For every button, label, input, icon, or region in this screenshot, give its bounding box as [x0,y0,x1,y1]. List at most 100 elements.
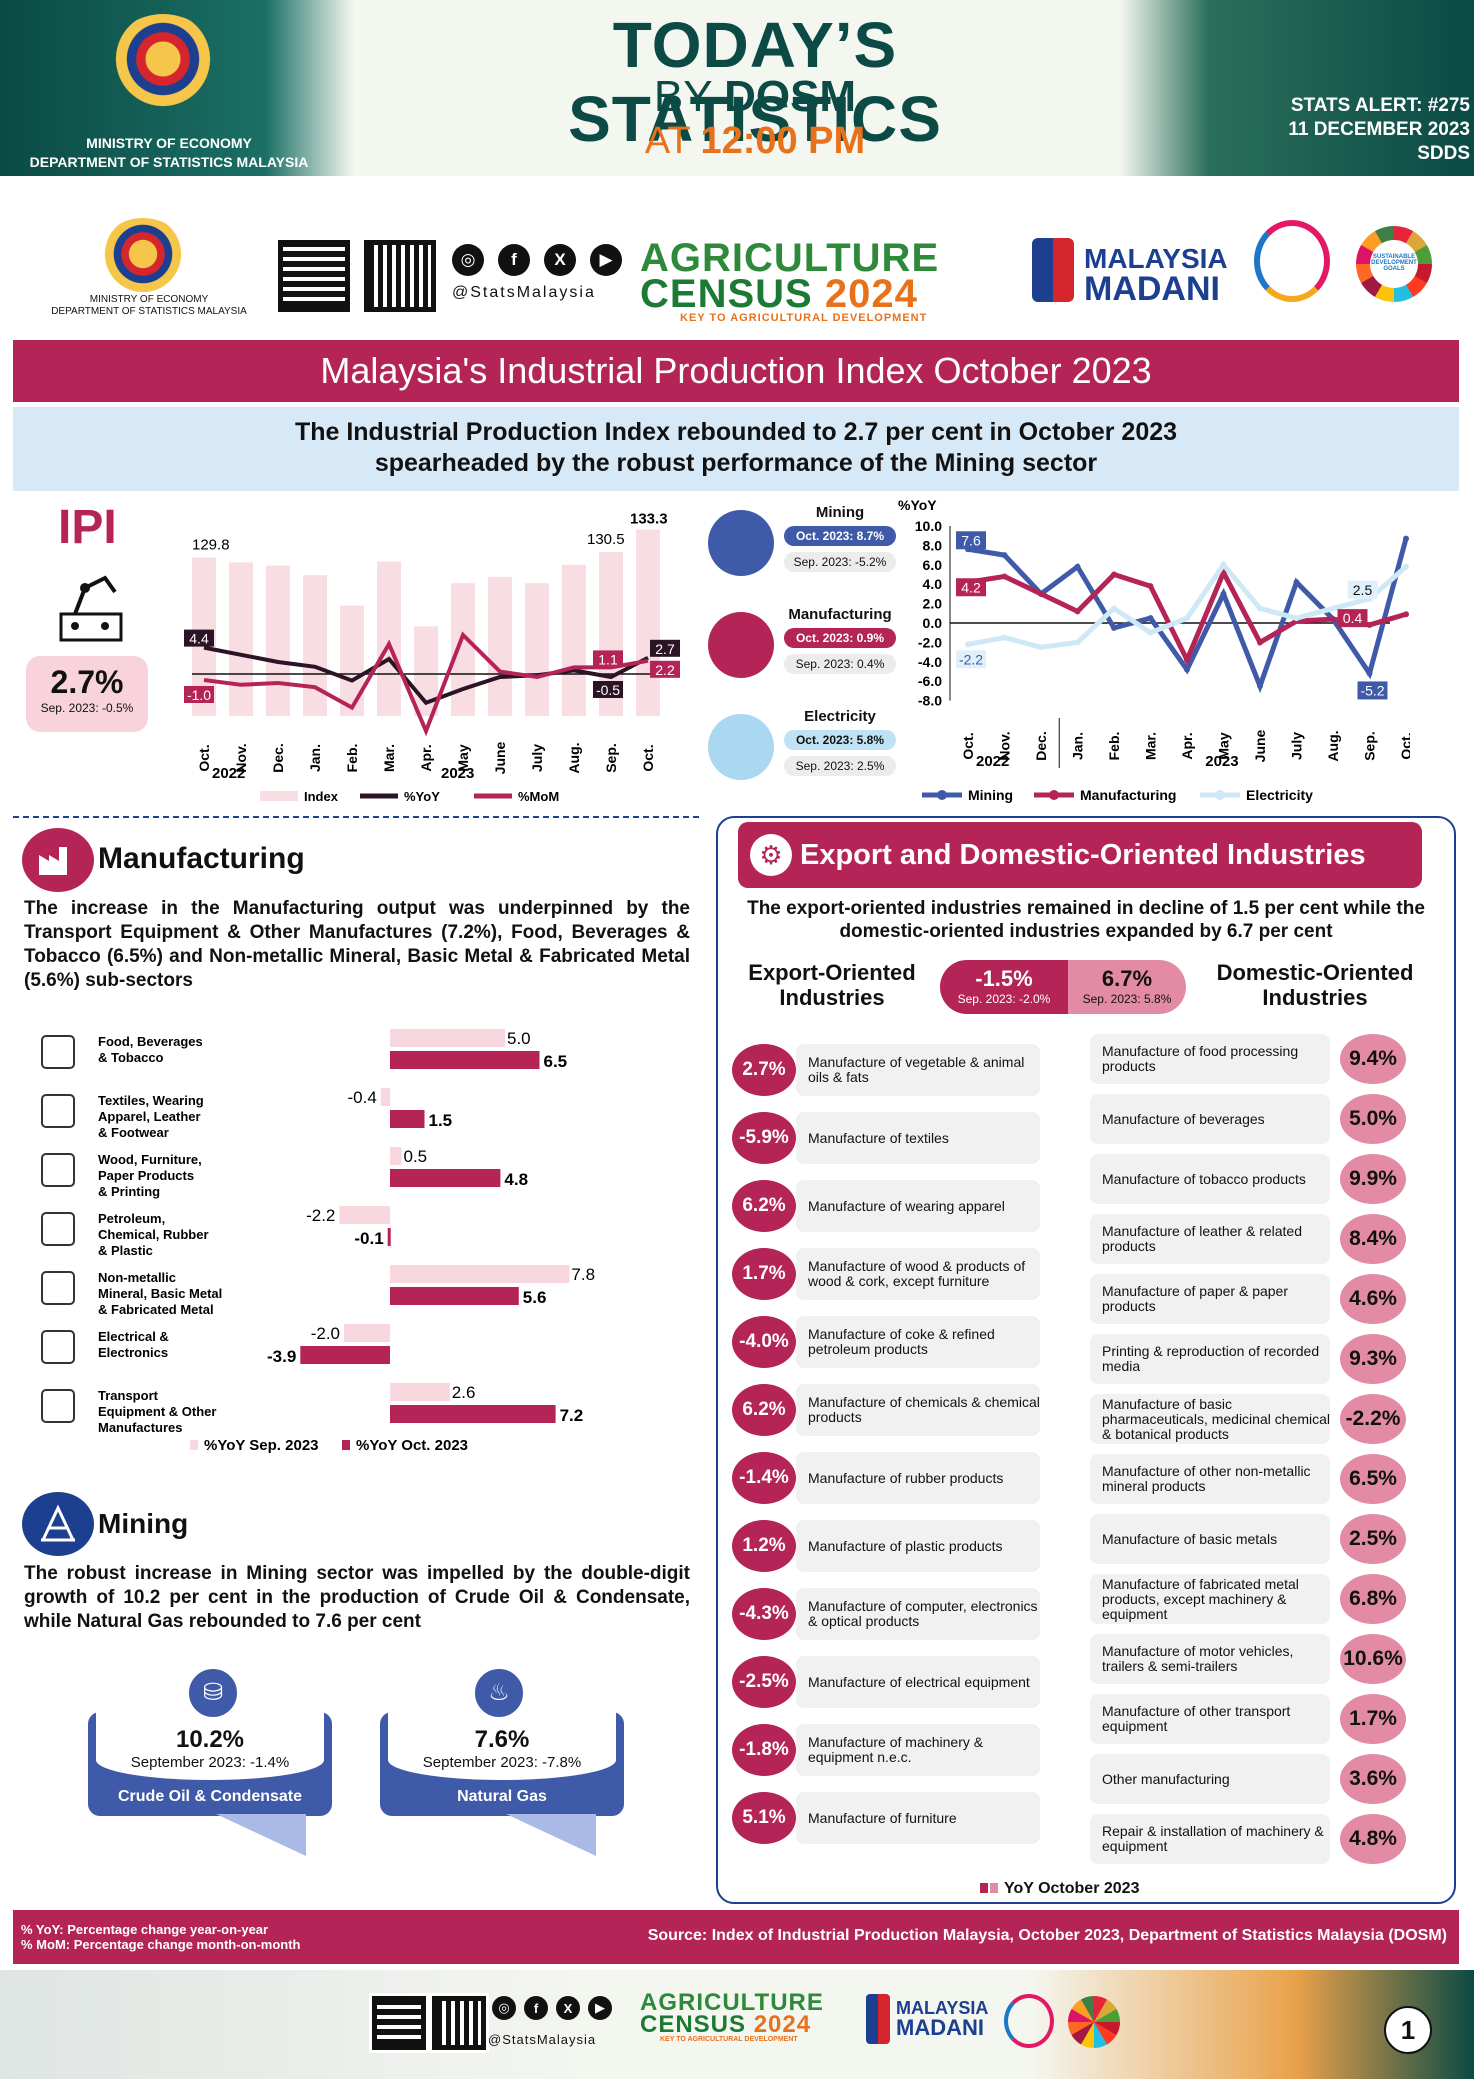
legend-swatch-sep [190,1440,198,1450]
yoy-label-oct-box [650,639,680,657]
legend-marker-mining [937,790,947,800]
subsector-label: & Fabricated Metal [98,1302,214,1317]
yoy-label-sep-box [593,681,623,698]
instagram-icon[interactable]: ◎ [492,1996,516,2020]
industry-name: Manufacture of chemicals & chemical prod… [796,1384,1040,1436]
industry-value: 1.7% [1340,1694,1406,1744]
madani-logo: MALAYSIA MADANI [1084,244,1228,308]
electricity-point [1184,615,1190,622]
bar-oct-2023 [387,1228,391,1246]
mom-label-oct-box [650,660,680,678]
subsector-label: Chemical, Rubber [98,1227,209,1242]
footer-note-yoy: % YoY: Percentage change year-on-year [21,1922,269,1937]
manufacturing-title: Manufacturing [98,842,305,875]
index-bar [451,583,475,716]
subsector-icon [41,1153,75,1187]
y-tick-label: 2.0 [923,596,943,612]
social-icons: ◎ f X ▶ [452,244,622,276]
stats-alert: STATS ALERT: #275 11 DECEMBER 2023 SDDS [1180,94,1470,166]
manufacturing-point [1001,573,1008,580]
industry-value: 1.7% [732,1248,796,1300]
legend-mining: Mining [968,787,1013,803]
bar-oct-label: 4.8 [504,1170,528,1189]
domestic-oriented-item: Manufacture of fabricated metal products… [1090,1570,1440,1626]
x-tick-label: July [1289,732,1305,760]
subsector-label: Mineral, Basic Metal [98,1286,222,1301]
crude-card-tail [216,1814,306,1856]
factory-icon [22,828,94,892]
industry-value: 5.1% [732,1792,796,1844]
domestic-oriented-item: Repair & installation of machinery & equ… [1090,1810,1440,1866]
industry-name: Manufacture of tobacco products [1090,1154,1330,1204]
y-tick-label: -6.0 [918,673,942,689]
industry-value: 5.0% [1340,1094,1406,1144]
title-at: AT [644,120,690,162]
subsector-icon [41,1389,75,1423]
x-tick-label: Feb. [344,744,360,773]
export-oriented-item: Manufacture of computer, electronics & o… [730,1584,1060,1644]
x-tick-label: June [1252,729,1268,762]
industry-value: 6.2% [732,1384,796,1436]
ipi-label: IPI [58,501,117,554]
domestic-oriented-item: Manufacture of motor vehicles, trailers … [1090,1630,1440,1686]
subsector-label: Apparel, Leather [98,1109,201,1124]
x-icon[interactable]: X [544,244,576,276]
manufacturing-label-sep: 0.4 [1343,610,1363,626]
sector-icon [708,612,774,678]
section-divider [13,816,699,818]
x-icon[interactable]: X [556,1996,580,2020]
mining-point [1293,579,1300,586]
title-time-line: AT 12:00 PM [425,120,1085,163]
domestic-oriented-item: Manufacture of beverages 5.0% [1090,1090,1440,1146]
industry-name: Manufacture of leather & related product… [1090,1214,1330,1264]
youtube-icon[interactable]: ▶ [590,244,622,276]
sector-name: Electricity [804,708,876,725]
domestic-oriented-item: Manufacture of other transport equipment… [1090,1690,1440,1746]
facebook-icon[interactable]: f [498,244,530,276]
industry-value: 2.7% [732,1044,796,1096]
manufacturing-label-first-box [956,578,986,597]
legend-manufacturing: Manufacturing [1080,787,1176,803]
industry-value: -4.3% [732,1588,796,1640]
mom-label-first: -1.0 [187,687,211,703]
export-legend: YoY October 2023 [980,1880,1139,1898]
qr-code-icon[interactable] [429,1993,489,2053]
industry-name: Manufacture of other transport equipment [1090,1694,1330,1744]
mining-point [1147,615,1154,622]
manufacturing-point [1403,611,1409,618]
oil-barrel-icon: ⛁ [186,1666,240,1720]
industry-name: Manufacture of wood & products of wood &… [796,1248,1040,1300]
export-oriented-item: Manufacture of plastic products 1.2% [730,1516,1060,1576]
bar-oct-label: -3.9 [267,1347,296,1366]
qr-code-icon[interactable] [275,237,353,315]
subsector-label: Manufactures [98,1420,183,1435]
ministry-crest-icon [98,218,188,298]
sector-sep: Sep. 2023: 2.5% [784,756,896,776]
instagram-icon[interactable]: ◎ [452,244,484,276]
title-by: BY [653,72,712,121]
y-tick-label: -8.0 [918,693,942,709]
mining-point [1403,535,1409,542]
sector-name: Mining [815,504,865,521]
y-tick-label: 6.0 [923,557,943,573]
industry-name: Printing & reproduction of recorded medi… [1090,1334,1330,1384]
alert-sdds: SDDS [1417,143,1470,164]
x-tick-label: May [1216,732,1232,759]
mining-point [1111,624,1117,631]
facebook-icon[interactable]: f [524,1996,548,2020]
subsector-label: & Printing [98,1184,160,1199]
export-oriented-item: Manufacture of rubber products -1.4% [730,1448,1060,1508]
crude-label: Crude Oil & Condensate [117,1788,303,1805]
qr-code-icon[interactable] [361,237,439,315]
sector-oct: Oct. 2023: 0.9% [784,628,896,648]
qr-code-icon[interactable] [369,1993,429,2053]
subsector-label: & Tobacco [98,1050,164,1065]
industry-name: Other manufacturing [1090,1754,1330,1804]
index-bar [229,562,253,716]
subtitle-box: The Industrial Production Index rebounde… [13,407,1459,491]
domestic-oriented-item: Manufacture of other non-metallic minera… [1090,1450,1440,1506]
madani-line2: MADANI [1084,270,1220,308]
youtube-icon[interactable]: ▶ [588,1996,612,2020]
electricity-point [1257,605,1263,612]
x-tick-label: Nov. [233,743,249,772]
